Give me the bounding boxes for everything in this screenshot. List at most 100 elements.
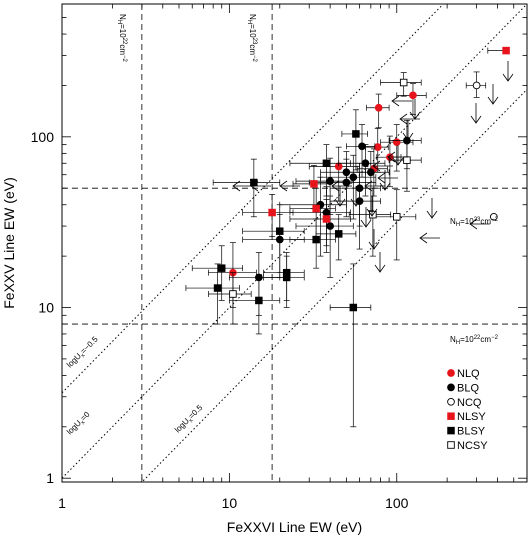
data-point-blq (349, 173, 358, 182)
upper-limit-arrowhead (232, 180, 241, 192)
upper-limit-arrowhead (419, 232, 428, 244)
legend-marker-nlsy (447, 412, 455, 420)
axes: 1 10 100 1 10 100 FeXXVI Line EW (eV) FeXXV Lin… (1, 3, 528, 535)
upper-limit-arrowhead (502, 73, 514, 82)
data-point-blsy (312, 235, 320, 244)
upper-limit-arrowhead (387, 151, 396, 163)
data-point-blsy (349, 303, 358, 312)
data-point-nlsy (268, 208, 276, 217)
vline-22-label: NH=1022cm−2 (116, 14, 127, 63)
upper-limit-arrowhead (399, 113, 408, 125)
legend-marker-nlq (447, 369, 455, 377)
legend-marker-ncq (447, 397, 455, 406)
data-point-blsy (322, 159, 331, 168)
upper-limit-arrowhead (377, 172, 386, 184)
upper-limit-arrowhead (470, 115, 482, 124)
legend-item-blq: BLQ (447, 382, 479, 394)
data-point-blq (361, 159, 370, 168)
y-tick-label: 10 (38, 300, 54, 316)
upper-limit-arrowhead (487, 96, 499, 105)
y-tick-label: 1 (46, 470, 54, 486)
hline-23-label: NH=1023cm−2 (450, 217, 499, 228)
legend-item-nlq: NLQ (447, 368, 480, 380)
data-point-nlq (392, 138, 401, 147)
data-point-nlsy (322, 215, 331, 223)
upper-limit-arrowhead (392, 157, 404, 166)
x-tick-label: 10 (222, 495, 238, 511)
legend-label: BLSY (457, 426, 486, 438)
upper-limit-arrowhead (469, 218, 478, 230)
data-point-blsy (217, 264, 226, 272)
data-point-blsy (255, 296, 263, 305)
data-point-ncsy (403, 156, 411, 164)
upper-limit-arrowhead (379, 182, 391, 191)
data-point-blq (366, 168, 375, 177)
data-point-blq (355, 184, 364, 193)
data-point-nlq (374, 103, 383, 112)
data-point-blsy (213, 284, 222, 292)
data-point-nlsy (310, 180, 318, 188)
upper-limit-arrowhead (350, 198, 362, 207)
legend-label: BLQ (457, 382, 479, 394)
legend-label: NCSY (457, 440, 488, 452)
y-tick-label: 100 (31, 129, 55, 145)
data-point-blsy (282, 273, 291, 282)
upper-limit-arrowhead (366, 208, 378, 217)
x-tick-label: 100 (385, 495, 409, 511)
upper-limit-arrowhead (372, 160, 381, 172)
data-point-ncsy (229, 290, 237, 298)
legend: NLQ BLQ NCQ NLSY BLSY NCSY (447, 368, 488, 452)
upper-limit-arrowhead (374, 264, 386, 273)
data-point-ncq (472, 81, 481, 90)
annotations: NH=1022cm−2 NH=1023cm−2 NH=1023cm−2 NH=1022… (65, 14, 499, 438)
diagonal-ref-line (62, 4, 445, 394)
diag-p05-label: logUx=0.5 (173, 403, 206, 436)
upper-limit-arrowhead (250, 180, 259, 192)
legend-label: NCQ (457, 397, 482, 409)
data-point-ncsy (399, 78, 408, 87)
upper-limit-arrowhead (368, 241, 380, 250)
data-point-blq (326, 222, 334, 230)
plot-area (62, 4, 527, 482)
upper-limit-arrowhead (409, 111, 421, 120)
diagonal-ref-line (141, 88, 527, 482)
legend-marker-blq (447, 383, 455, 392)
x-axis-title: FeXXVI Line EW (eV) (227, 519, 362, 535)
vline-23-label: NH=1023cm−2 (246, 14, 257, 63)
series-ncq (465, 71, 498, 221)
hline-22-label: NH=1022cm−2 (450, 335, 499, 346)
series-blsy (185, 109, 372, 428)
upper-limit-arrowhead (331, 180, 340, 192)
data-point-nlsy (502, 46, 510, 55)
data-point-nlq (409, 91, 417, 100)
data-point-ncq (489, 212, 498, 221)
upper-limit-arrowhead (402, 132, 414, 141)
legend-item-blsy: BLSY (447, 426, 486, 438)
data-point-blsy (276, 227, 284, 235)
data-point-blq (358, 142, 366, 151)
legend-item-nlsy: NLSY (447, 411, 486, 423)
diag-m05-label: logUx=−0.5 (65, 334, 101, 370)
data-point-nlsy (312, 204, 320, 213)
plot-frame (61, 3, 528, 483)
upper-limit-arrowhead (391, 95, 400, 107)
series-nlq (208, 83, 427, 308)
data-point-blsy (352, 130, 360, 138)
x-tick-label: 1 (58, 495, 66, 511)
upper-limit-arrowhead (334, 198, 346, 207)
upper-limit-arrowhead (360, 219, 372, 228)
y-axis-title: FeXXV Line EW (eV) (1, 177, 17, 309)
legend-marker-ncsy (447, 441, 455, 449)
data-point-nlq (373, 143, 382, 151)
upper-limit-arrowhead (279, 180, 288, 192)
data-point-blq (342, 178, 351, 187)
data-point-ncsy (393, 213, 401, 221)
legend-item-ncsy: NCSY (447, 440, 488, 452)
legend-label: NLSY (457, 411, 486, 423)
legend-label: NLQ (457, 368, 480, 380)
legend-marker-blsy (447, 426, 455, 435)
upper-limit-arrowhead (364, 180, 373, 192)
diag-0-label: logUx=0 (65, 409, 93, 437)
